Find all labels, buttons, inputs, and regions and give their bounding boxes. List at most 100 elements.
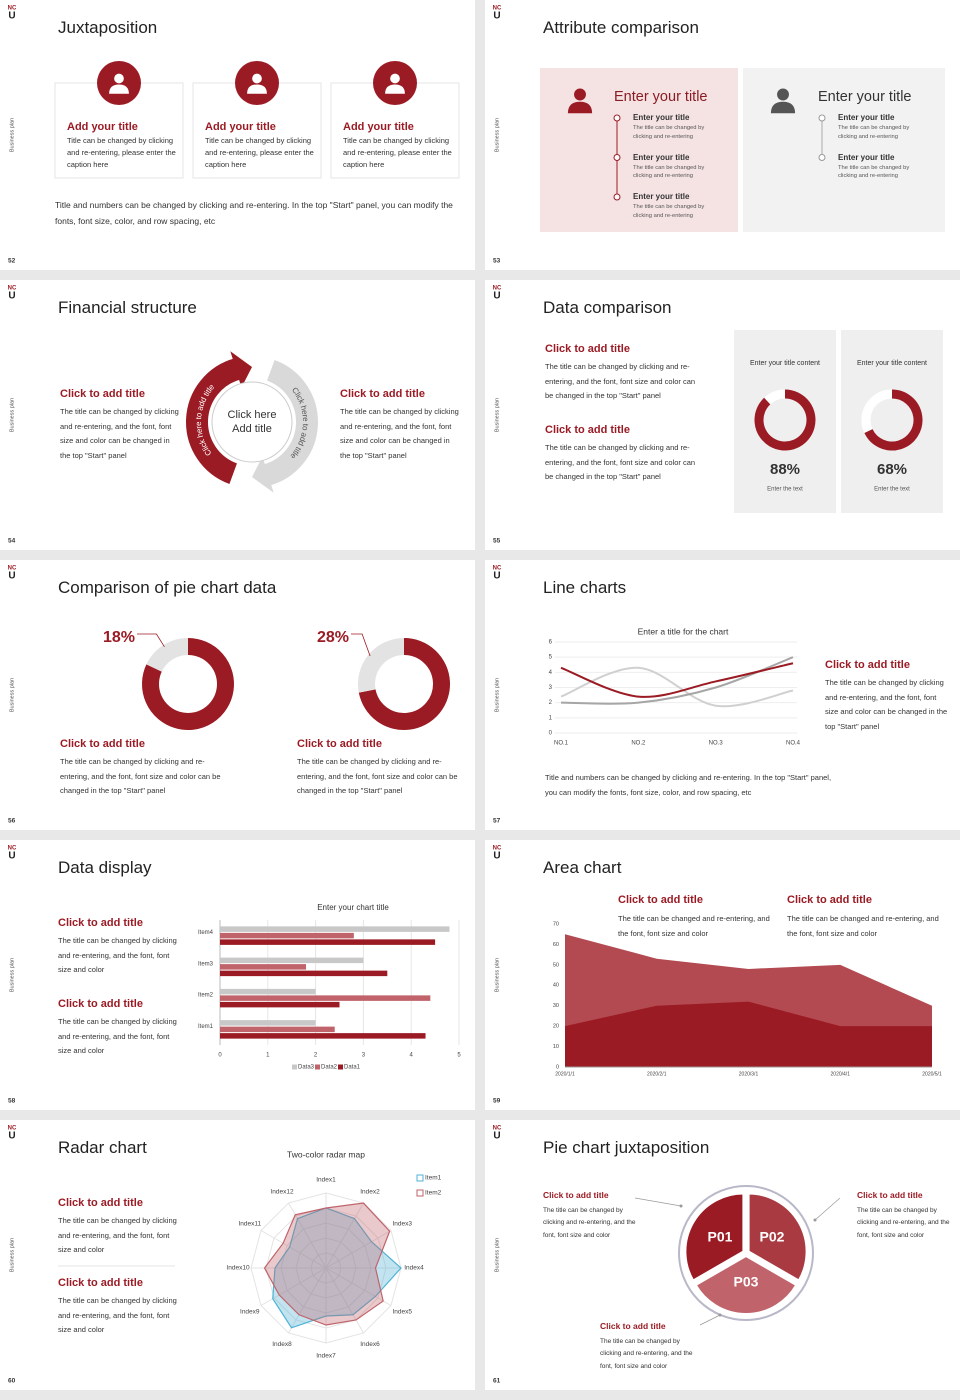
bar	[220, 1001, 340, 1008]
slide-graphics: NCU Business plan 61 P01 P02 P03	[493, 1126, 841, 1385]
side-label: Business plan	[9, 118, 15, 152]
page-number: 54	[8, 538, 16, 545]
slide-graphics: NCU Business plan 59 0 10 20 30 40 50 60 70 2020/1/…	[493, 846, 942, 1105]
legend-label: Data2	[321, 1065, 338, 1071]
side-label: Business plan	[494, 678, 500, 712]
timeline-dot	[613, 154, 621, 161]
axis-label: Index2	[360, 1189, 380, 1196]
y-tick-label: Item3	[198, 961, 214, 967]
panel-title: Enter your title	[614, 89, 708, 105]
icon	[385, 84, 405, 94]
logo: U	[493, 1131, 500, 1142]
block-title: Click to add title	[600, 1321, 666, 1331]
slide: NC U Business plan 61 P01 P02 P03 Pie chart jux…	[485, 1120, 960, 1390]
logo: NC	[8, 1126, 17, 1132]
spoke	[325, 1230, 392, 1269]
side-label: Business plan	[494, 958, 500, 992]
card-caption: Enter the text	[874, 487, 910, 493]
slide-graphics: NCU Business plan 56 18% 28%	[8, 566, 450, 825]
axis-label: Index11	[238, 1221, 261, 1228]
area	[565, 1001, 932, 1067]
panel	[540, 68, 738, 232]
block-title: Click to add title	[618, 894, 703, 906]
y-tick-label: 2	[549, 700, 553, 706]
icon	[574, 88, 586, 101]
ring-value	[146, 638, 189, 673]
center-text: Click here	[228, 409, 277, 421]
connector	[699, 1314, 721, 1326]
y-tick-label: 40	[553, 983, 559, 989]
x-tick-label: NO.1	[554, 741, 569, 747]
x-tick-label: 5	[457, 1053, 461, 1059]
item-title: Enter your title	[838, 152, 895, 162]
y-tick-label: Item2	[198, 993, 214, 999]
slide-title: Data comparison	[543, 298, 672, 317]
radar-area	[272, 1207, 402, 1329]
logo: NC	[493, 846, 502, 852]
y-tick-label: 0	[549, 731, 553, 737]
x-tick-label: 2020/2/1	[647, 1071, 667, 1077]
segment-label: P03	[734, 1274, 759, 1290]
page-number: 52	[8, 258, 16, 265]
block-text: The title can be changed by clicking and…	[58, 1017, 177, 1055]
panel-title: Enter your title	[818, 89, 912, 105]
connector-end	[718, 1313, 722, 1317]
value-label: 88%	[770, 461, 800, 478]
page-number: 55	[493, 538, 501, 545]
spoke	[260, 1230, 327, 1269]
spoke	[288, 1202, 327, 1269]
chart-title: Two-color radar map	[287, 1149, 365, 1159]
legend-label: Data1	[344, 1065, 361, 1071]
slide: NC U Business plan 57 Enter a title for the …	[485, 560, 960, 830]
slide-graphics: NCU Business plan 60 Two-color radar map Ind…	[8, 1126, 442, 1385]
note: Title and numbers can be changed by clic…	[545, 773, 832, 797]
timeline-dot	[818, 154, 826, 161]
block-text: The title can be changed and re-entering…	[787, 914, 939, 938]
y-tick-label: 30	[553, 1003, 559, 1009]
bar	[220, 957, 364, 964]
axis-label: Index3	[392, 1221, 412, 1228]
x-tick-label: NO.4	[786, 741, 801, 747]
x-tick-label: 2020/1/1	[555, 1071, 575, 1077]
card-title: Add your title	[67, 121, 138, 133]
pie-segment	[694, 1254, 798, 1315]
side-label: Business plan	[9, 398, 15, 432]
card-heading: Enter your title content	[857, 360, 927, 367]
side-label: Business plan	[494, 398, 500, 432]
slide-title: Area chart	[543, 858, 622, 877]
logo: U	[8, 11, 15, 22]
logo: NC	[8, 286, 17, 292]
logo: U	[8, 291, 15, 302]
card	[734, 330, 836, 513]
card-caption: Enter the text	[767, 487, 803, 493]
item-title: Enter your title	[633, 192, 690, 201]
side-label: Business plan	[494, 118, 500, 152]
y-tick-label: 3	[549, 685, 553, 691]
block-text: The title can be changed and re-entering…	[618, 914, 770, 938]
slide-title: Attribute comparison	[543, 18, 699, 37]
slide-graphics: NCU Business plan 58 Enter your chart title…	[8, 846, 462, 1105]
logo: U	[493, 851, 500, 862]
legend-swatch	[416, 1174, 424, 1182]
connector	[634, 1197, 682, 1207]
panel	[743, 68, 945, 232]
y-tick-label: 0	[556, 1064, 559, 1070]
slide-title: Line charts	[543, 578, 627, 597]
logo: U	[493, 571, 500, 582]
segment-label: P01	[708, 1229, 733, 1245]
page-number: 58	[8, 1098, 16, 1105]
slide: NC U Business plan 59 0 10 20 30 40 50 60 70 2020/1/…	[485, 840, 960, 1110]
block-title: Click to add title	[543, 1190, 609, 1200]
block-text: The title can be changed by clicking and…	[58, 1296, 177, 1334]
item-title: Enter your title	[633, 152, 690, 162]
logo: NC	[8, 566, 17, 572]
block-text: The title can be changed by clicking and…	[545, 362, 696, 400]
x-tick-label: 4	[410, 1053, 414, 1059]
bar	[220, 939, 436, 945]
item-text: The title can be changed by clicking and…	[838, 125, 910, 140]
block-title: Click to add title	[60, 388, 145, 400]
page-number: 53	[493, 258, 501, 265]
slide: NC U Business plan 54 Click here Add title Cli…	[0, 280, 475, 550]
axis-label: Index10	[226, 1265, 250, 1272]
